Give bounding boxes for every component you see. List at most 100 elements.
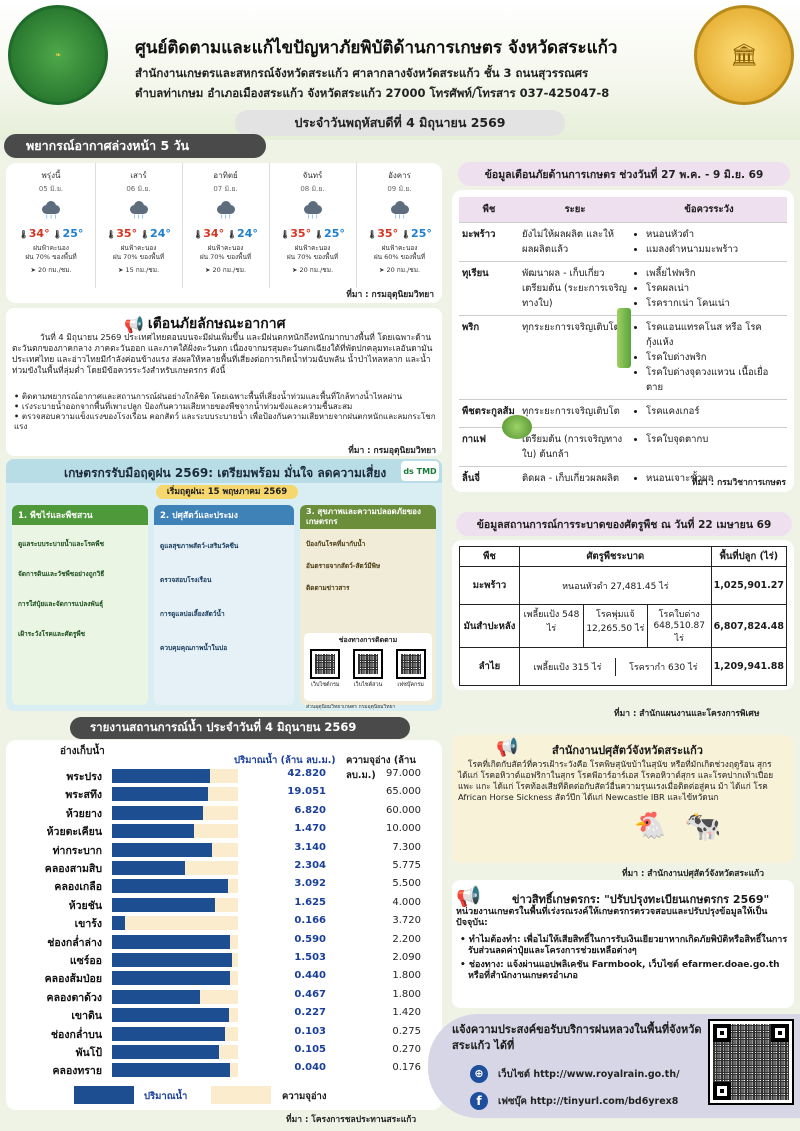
web-label: เว็บไซต์: [498, 1068, 531, 1080]
alert-row: พริกทุกระยะการเจริญเติบโตโรคแอนแทรคโนส ห…: [459, 315, 787, 400]
poster-qr-item[interactable]: เว็บไซต์สวน: [352, 649, 383, 689]
day-details: ฝนฟ้าคะนอง ฝน 70% ของพื้นที่ ➤ 20 กม./ชม.: [270, 244, 355, 275]
forecast-day: จันทร์ 08 มิ.ย. ╵╵╵ 🌡35° 🌡25° ฝนฟ้าคะนอง ฝน 7…: [269, 163, 355, 288]
warning-title: เตือนภัยลักษณะอากาศ: [147, 316, 286, 332]
capacity-bar: [112, 953, 238, 967]
volume-bar: [112, 897, 216, 912]
alert-header: ระยะ: [519, 197, 631, 223]
volume-value: 2.304: [294, 860, 326, 871]
rainmaking-title: แจ้งความประสงค์ขอรับบริการฝนหลวงในพื้นที…: [452, 1023, 702, 1052]
volume-bar: [112, 953, 232, 967]
reservoir-name: คลองทราย: [52, 1065, 102, 1078]
forecast-source: ที่มา : กรมอุตุนิยมวิทยา: [346, 290, 434, 300]
provincial-hall-logo: 🏛: [694, 5, 794, 105]
poster-tip: การดูแลบ่อเลี้ยงสัตว์น้ำ: [160, 610, 225, 618]
rain-cloud-icon: [302, 201, 324, 216]
qr-eye: [771, 1024, 789, 1042]
alert-risks: หนอนหัวดำแมลงดำหนามมะพร้าว: [631, 222, 787, 262]
volume-value: 0.467: [294, 988, 326, 1000]
day-wind: 20 กม./ชม.: [299, 266, 334, 274]
report-date: ประจำวันพฤหัสบดีที่ 4 มิถุนายน 2569: [235, 110, 565, 136]
poster-section-livestock-title: 2. ปศุสัตว์และประมง: [154, 505, 294, 525]
warning-item: ติดตามพยากรณ์อากาศและสถานการณ์ฝนอย่างใกล…: [14, 392, 438, 402]
reservoir-name: ห้วยตะเคียน: [46, 826, 102, 839]
poster-qr-code[interactable]: [352, 649, 383, 679]
reservoir-name: พันโป้: [75, 1047, 102, 1059]
volume-bar: [112, 1063, 231, 1078]
day-rain: ฝน 70% ของพื้นที่: [199, 253, 252, 261]
alert-card: พืช ระยะ ข้อควรระวัง มะพร้าว ยังไม่ให้ผลผลิ…: [452, 190, 794, 492]
alert-row: ทุเรียน พัฒนาผล - เก็บเกี่ยว เตรียมต้น (ร…: [459, 261, 787, 316]
poster-qr-code[interactable]: [395, 649, 426, 679]
day-desc: ฝนฟ้าคะนอง: [33, 244, 69, 252]
alert-stage: เตรียมต้น (การเจริญทางใบ) ต้นกล้า: [519, 427, 631, 467]
capacity-bar: [112, 787, 238, 802]
capacity-value: 1.800: [392, 970, 421, 982]
globe-icon: ⊕: [470, 1065, 488, 1083]
alert-stage: ทุกระยะการเจริญเติบโต: [519, 399, 631, 428]
news-title: ข่าวสิทธิ์เกษตรกร: "ปรับปรุงทะเบียนเกษตร…: [512, 893, 770, 906]
reservoir-name: คลองตาด้วง: [46, 991, 102, 1004]
pest-row: มะพร้าว หนอนหัวดำ 27,481.45 ไร่ 1,025,901.…: [459, 566, 788, 605]
livestock-card: 📢 สำนักงานปศุสัตว์จังหวัดสระแก้ว โรคที่เ…: [452, 735, 794, 863]
wind-arrow-icon: ➤: [291, 266, 300, 274]
day-details: ฝนฟ้าคะนอง ฝน 70% ของพื้นที่ ➤ 15 กม./ชม.: [96, 244, 181, 275]
forecast-day: อาทิตย์ 07 มิ.ย. ╵╵╵ 🌡34° 🌡24° ฝนฟ้าคะนอง ฝน …: [182, 163, 268, 288]
alert-risk: โรคแคงเกอร์: [646, 404, 784, 419]
day-wind: 15 กม./ชม.: [125, 266, 160, 274]
poster-section-livestock: 2. ปศุสัตว์และประมง ดูแลสุขภาพสัตว์-เสริ…: [154, 505, 294, 705]
chicken-image: 🐔: [634, 811, 667, 841]
legend-capacity-label: ความจุอ่าง: [282, 1091, 327, 1102]
poster-qr-item[interactable]: เว็บไซต์กรม: [310, 649, 341, 689]
volume-value: 0.105: [294, 1044, 326, 1055]
rainmaking-web-row[interactable]: ⊕ เว็บไซต์ http://www.royalrain.go.th/: [470, 1065, 680, 1083]
pest-item: โรคใบด่าง 648,510.87 ไร่: [653, 610, 705, 644]
reservoir-name: คลองเกลือ: [54, 881, 102, 894]
alert-risks: หนอนเจาะขั้วผล: [631, 466, 787, 491]
day-date: 09 มิ.ย.: [387, 185, 412, 193]
rain-cloud-icon: [128, 201, 150, 216]
volume-value: 42.820: [287, 768, 326, 779]
pest-items: เพลี้ยแป้ง 548 ไร่ โรคพุ่มแจ้ 12,265.50 ไ…: [520, 605, 711, 647]
volume-bar: [112, 1008, 230, 1023]
temp-high: 35°: [290, 227, 312, 240]
temp-low: 25°: [411, 227, 432, 240]
legend-volume-swatch: [74, 1086, 134, 1104]
rainmaking-qr-code[interactable]: [708, 1019, 794, 1105]
rainmaking-fb-row[interactable]: f เฟซบุ๊ค http://tinyurl.com/bd6yrex8: [470, 1092, 678, 1110]
pest-crop: ลำไย: [459, 647, 520, 686]
thermometer-high-icon: 🌡: [367, 230, 378, 239]
alert-risk: โรคใบจุดตากบ: [646, 432, 784, 447]
warning-body: วันที่ 4 มิถุนายน 2569 ประเทศไทยตอนบนจะม…: [12, 332, 433, 375]
capacity-bar: [112, 805, 238, 820]
day-desc: ฝนฟ้าคะนอง: [294, 244, 331, 252]
pest-item: หนอนหัวดำ 27,481.45 ไร่: [562, 581, 669, 592]
poster-contact-title: ช่องทางการติดตาม: [338, 636, 398, 644]
poster-qr-item[interactable]: เฟซบุ๊คกรม: [395, 649, 426, 689]
alert-crop: ลิ้นจี่: [459, 466, 519, 491]
pest-area: 6,807,824.48: [710, 604, 788, 648]
water-chart: พระปรง 42.820 97.000 พระสทึง 19.051 65.000 ห้ว…: [6, 768, 442, 1078]
lettuce-image: [502, 415, 532, 439]
alert-stage: ติดผล - เก็บเกี่ยวผลผลิต: [519, 466, 631, 491]
day-rain: ฝน 70% ของพื้นที่: [25, 253, 77, 261]
day-date: 05 มิ.ย.: [38, 185, 64, 193]
news-item: • ช่องทาง: แจ้งผ่านแอปพลิเคชัน Farmbook,…: [460, 960, 780, 981]
reservoir-name: คลองส้มป่อย: [44, 973, 102, 986]
web-url-link[interactable]: http://www.royalrain.go.th/: [533, 1068, 680, 1080]
poster-qr-code[interactable]: [310, 649, 341, 679]
fb-url-link[interactable]: http://tinyurl.com/bd6yrex8: [530, 1095, 679, 1107]
wind-arrow-icon: ➤: [117, 266, 126, 274]
day-name: จันทร์: [302, 171, 323, 180]
day-temps: 🌡35° 🌡24°: [96, 227, 181, 240]
day-name: อังคาร: [388, 171, 411, 180]
volume-bar: [112, 1026, 226, 1041]
day-rain: ฝน 60% ของพื้นที่: [373, 253, 426, 261]
volume-value: 0.440: [294, 970, 326, 982]
rainmaking-card: แจ้งความประสงค์ขอรับบริการฝนหลวงในพื้นที…: [428, 1014, 800, 1118]
temp-low: 24°: [150, 227, 171, 240]
forecast-day: อังคาร 09 มิ.ย. ╵╵╵ 🌡35° 🌡25° ฝนฟ้าคะนอง ฝน 6…: [356, 163, 442, 288]
day-rain: ฝน 70% ของพื้นที่: [286, 253, 339, 261]
day-name: พรุ่งนี้: [41, 171, 61, 180]
capacity-bar: [112, 1063, 238, 1078]
